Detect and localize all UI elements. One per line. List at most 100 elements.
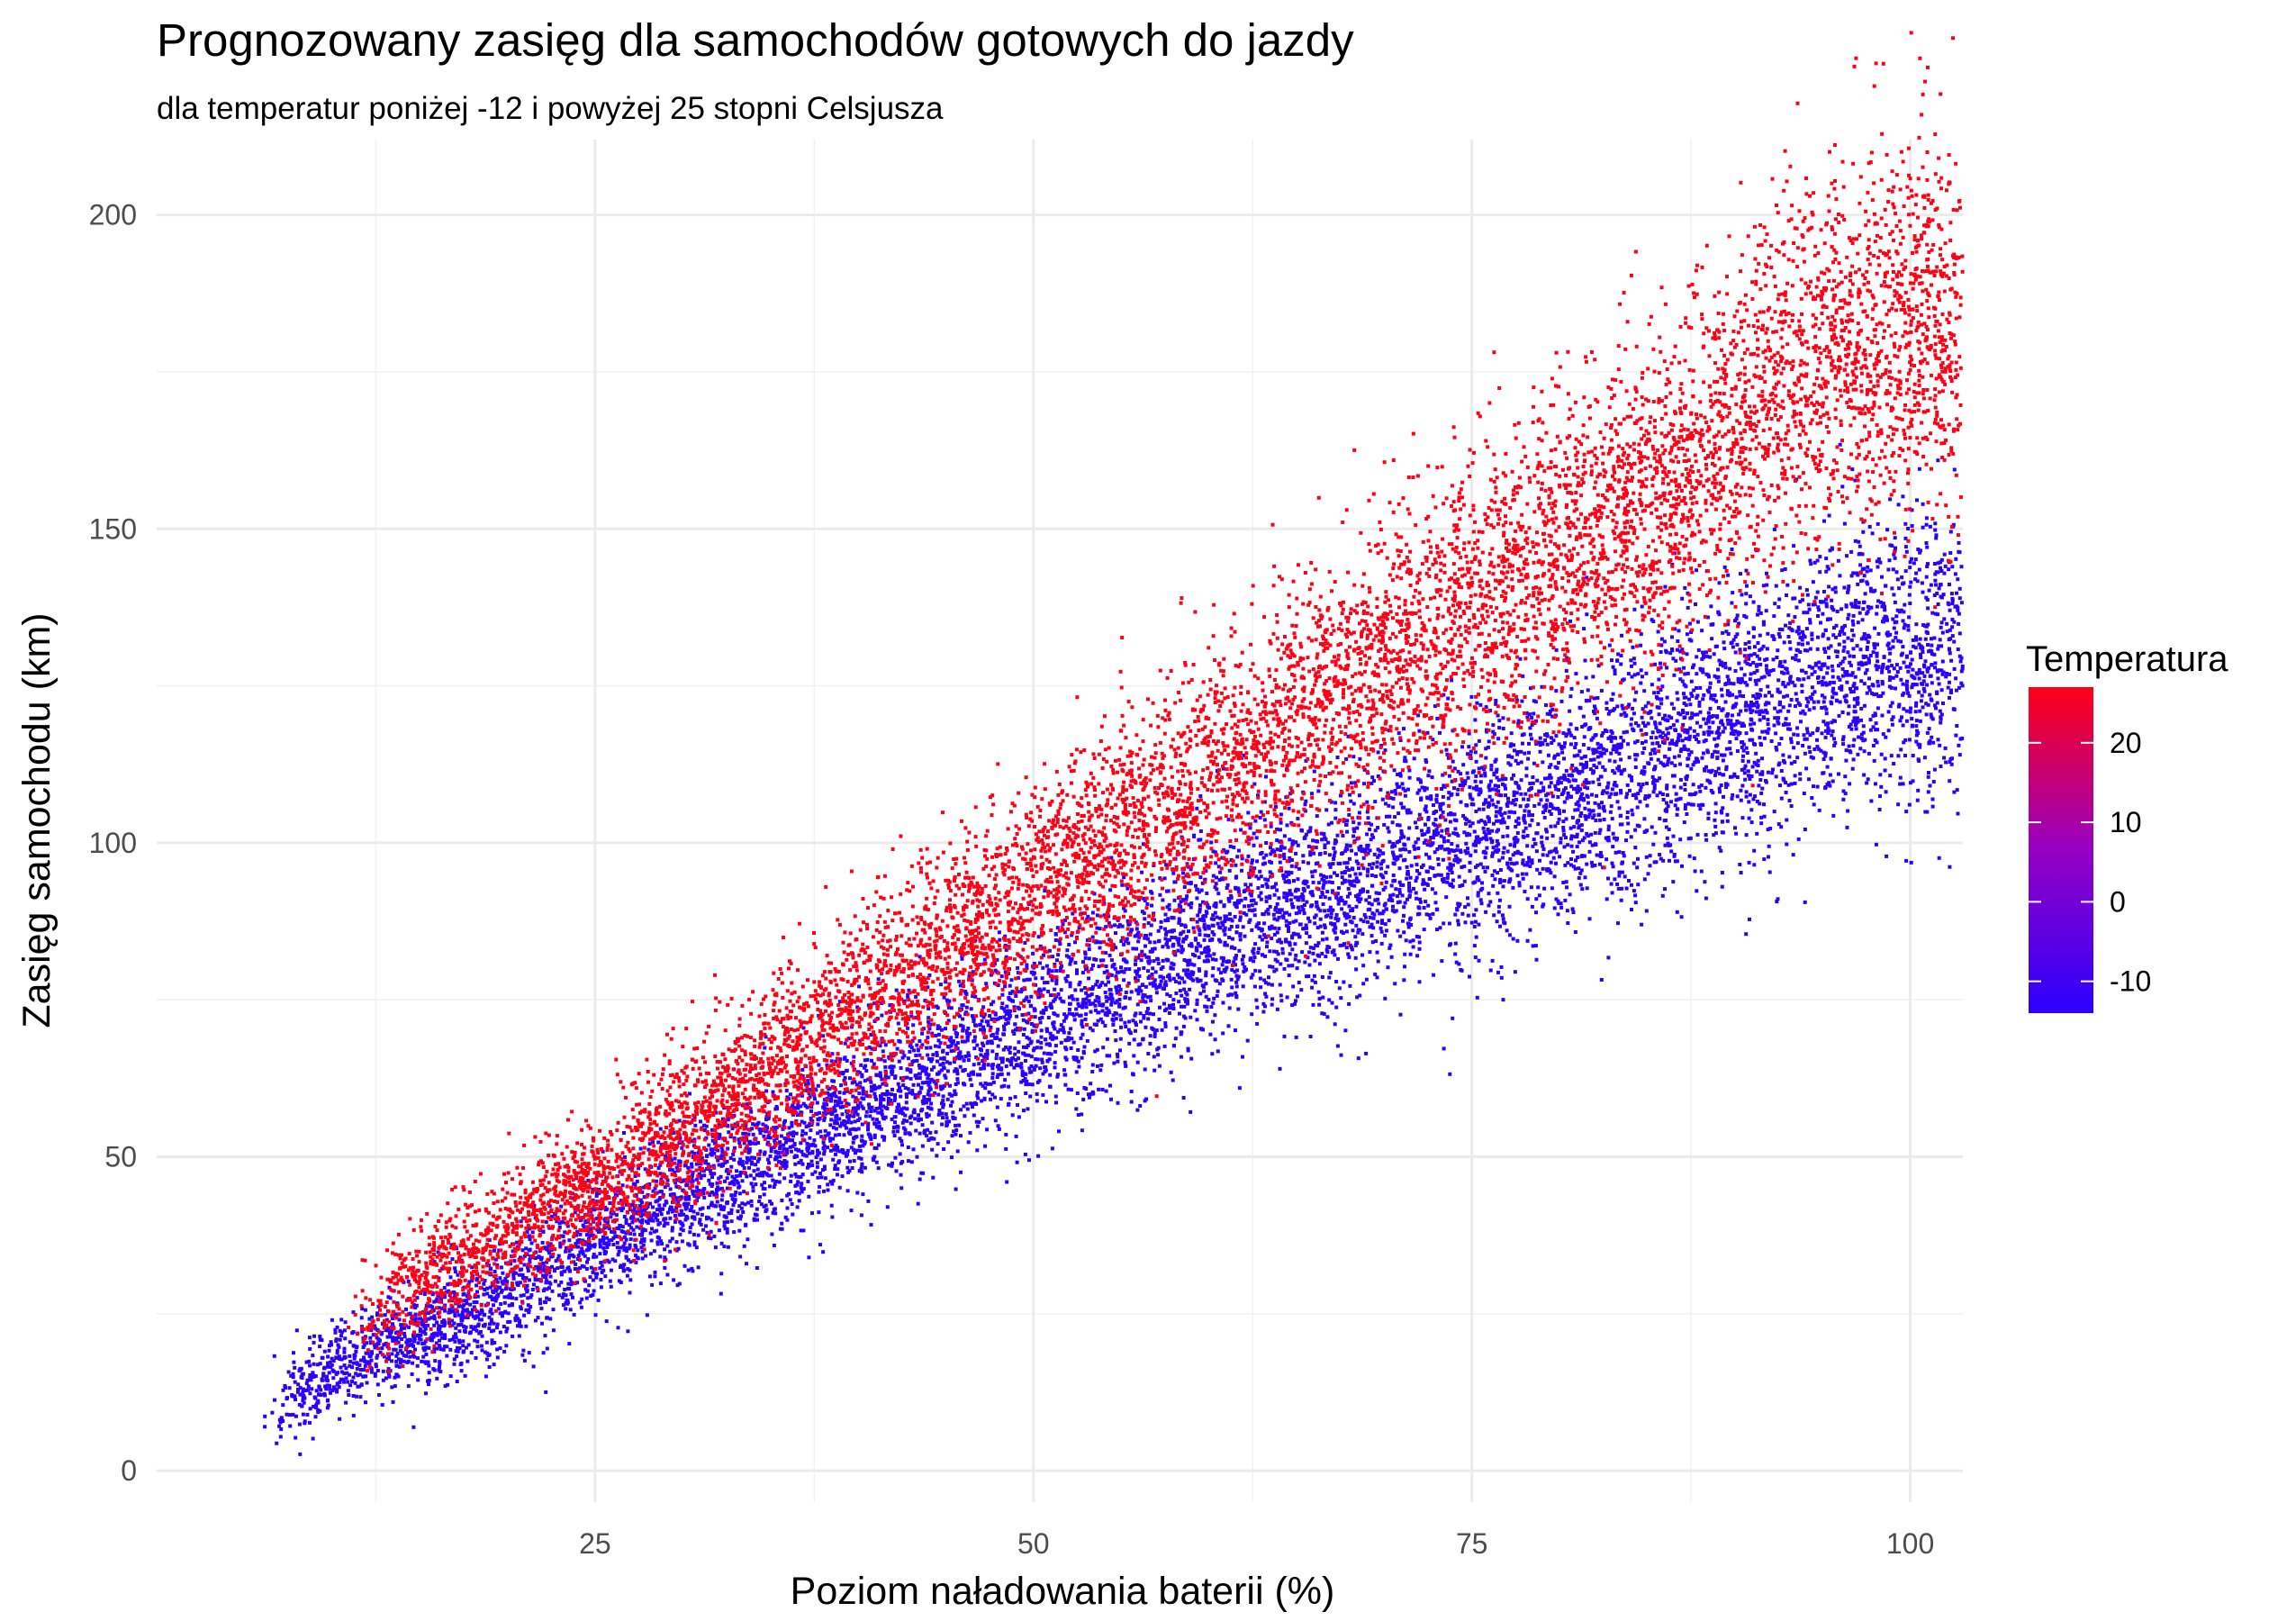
scatter-point bbox=[630, 1220, 635, 1225]
scatter-point bbox=[979, 1028, 983, 1032]
scatter-point bbox=[1194, 937, 1198, 942]
scatter-point bbox=[1857, 539, 1861, 544]
scatter-point bbox=[1268, 904, 1272, 909]
scatter-point bbox=[1188, 987, 1192, 992]
scatter-point bbox=[1233, 915, 1237, 919]
scatter-point bbox=[1675, 910, 1679, 914]
scatter-point bbox=[1562, 745, 1567, 749]
scatter-point bbox=[706, 1162, 710, 1166]
scatter-point bbox=[1745, 584, 1749, 588]
scatter-point bbox=[859, 1166, 863, 1171]
scatter-point bbox=[410, 1372, 414, 1376]
scatter-point bbox=[1697, 700, 1702, 704]
scatter-point bbox=[1413, 820, 1417, 825]
scatter-point bbox=[1887, 658, 1892, 663]
scatter-point bbox=[1888, 675, 1893, 679]
scatter-point bbox=[1071, 1040, 1076, 1045]
scatter-point bbox=[1307, 950, 1312, 955]
scatter-point bbox=[439, 1336, 444, 1340]
scatter-point bbox=[899, 1066, 903, 1070]
scatter-point bbox=[649, 1216, 654, 1220]
scatter-point bbox=[1117, 984, 1121, 989]
scatter-point bbox=[1049, 993, 1053, 998]
scatter-point bbox=[978, 1073, 982, 1077]
scatter-point bbox=[1921, 686, 1926, 691]
scatter-point bbox=[1549, 781, 1553, 785]
scatter-point bbox=[712, 1172, 717, 1176]
scatter-point bbox=[1837, 772, 1840, 776]
scatter-point bbox=[1552, 874, 1557, 879]
scatter-point bbox=[1369, 922, 1374, 927]
scatter-point bbox=[1717, 726, 1721, 730]
scatter-point bbox=[1268, 870, 1272, 874]
scatter-point bbox=[1226, 993, 1231, 998]
scatter-point bbox=[1806, 675, 1811, 680]
scatter-point bbox=[1334, 839, 1338, 844]
scatter-point bbox=[1004, 1146, 1008, 1151]
scatter-point bbox=[1044, 1027, 1049, 1031]
scatter-point bbox=[1238, 918, 1243, 922]
scatter-point bbox=[1721, 664, 1725, 668]
scatter-point bbox=[945, 1069, 950, 1073]
scatter-point bbox=[301, 1390, 305, 1395]
scatter-point bbox=[1599, 689, 1604, 693]
scatter-point bbox=[1724, 767, 1729, 772]
scatter-point bbox=[1633, 828, 1638, 832]
scatter-point bbox=[878, 1106, 882, 1110]
scatter-point bbox=[1033, 1015, 1037, 1019]
scatter-point bbox=[619, 1245, 623, 1250]
scatter-point bbox=[1301, 898, 1306, 902]
scatter-point bbox=[311, 1371, 315, 1375]
scatter-point bbox=[1948, 651, 1952, 656]
scatter-point bbox=[1148, 940, 1153, 945]
scatter-point bbox=[458, 1363, 463, 1367]
scatter-point bbox=[1744, 790, 1749, 794]
scatter-point bbox=[587, 1283, 592, 1288]
scatter-point bbox=[975, 1148, 980, 1153]
scatter-point bbox=[1044, 1042, 1049, 1046]
scatter-point bbox=[501, 1271, 505, 1275]
scatter-point bbox=[890, 1069, 895, 1073]
scatter-point bbox=[1272, 917, 1277, 921]
scatter-point bbox=[347, 1393, 351, 1397]
scatter-point bbox=[1884, 790, 1888, 794]
scatter-point bbox=[821, 1250, 826, 1254]
scatter-point bbox=[1003, 970, 1008, 974]
scatter-point bbox=[1523, 863, 1527, 867]
scatter-point bbox=[858, 1081, 863, 1085]
scatter-point bbox=[1265, 940, 1270, 945]
scatter-point bbox=[974, 1102, 979, 1106]
scatter-point bbox=[1617, 806, 1622, 810]
scatter-point bbox=[1065, 948, 1070, 953]
scatter-point bbox=[1209, 917, 1214, 921]
scatter-point bbox=[1482, 830, 1487, 835]
scatter-point bbox=[1429, 797, 1433, 801]
scatter-point bbox=[1133, 934, 1137, 938]
scatter-point bbox=[1250, 928, 1254, 932]
scatter-point bbox=[1697, 703, 1702, 708]
scatter-point bbox=[1203, 927, 1207, 931]
scatter-point bbox=[782, 1176, 787, 1181]
scatter-point bbox=[1549, 804, 1553, 809]
scatter-point bbox=[563, 1230, 567, 1235]
scatter-point bbox=[1459, 772, 1463, 776]
scatter-point bbox=[1354, 904, 1359, 909]
scatter-point bbox=[1098, 983, 1103, 988]
scatter-point bbox=[801, 1228, 806, 1233]
scatter-point bbox=[680, 1146, 684, 1150]
scatter-point bbox=[1676, 697, 1680, 702]
scatter-point bbox=[1921, 502, 1925, 506]
scatter-point bbox=[1156, 928, 1161, 933]
scatter-point bbox=[1927, 771, 1930, 774]
scatter-point bbox=[1489, 764, 1494, 768]
scatter-point bbox=[1441, 857, 1445, 862]
scatter-point bbox=[1867, 676, 1871, 681]
scatter-point bbox=[1097, 1000, 1101, 1004]
scatter-point bbox=[1288, 889, 1292, 893]
scatter-point bbox=[931, 1053, 936, 1057]
scatter-point bbox=[1632, 661, 1637, 666]
scatter-point bbox=[1622, 854, 1626, 858]
scatter-point bbox=[1751, 635, 1756, 639]
scatter-point bbox=[1375, 950, 1379, 955]
scatter-point bbox=[1328, 908, 1333, 911]
